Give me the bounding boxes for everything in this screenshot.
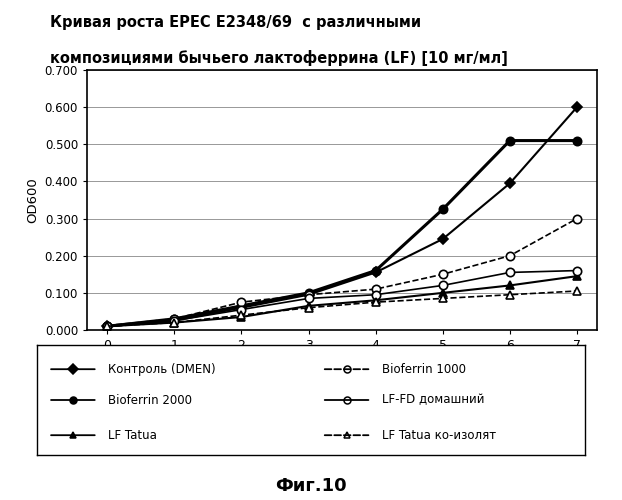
Text: Bioferrin 2000: Bioferrin 2000 [108,394,192,406]
X-axis label: Время (часы): Время (часы) [296,358,388,370]
Text: Bioferrin 1000: Bioferrin 1000 [382,362,466,376]
Text: Контроль (DMEN): Контроль (DMEN) [108,362,216,376]
Y-axis label: OD600: OD600 [26,177,39,223]
Text: LF Tatua: LF Tatua [108,428,157,442]
Text: Кривая роста EPEC E2348/69  с различными: Кривая роста EPEC E2348/69 с различными [50,15,421,30]
Text: композициями бычьего лактоферрина (LF) [10 мг/мл]: композициями бычьего лактоферрина (LF) [… [50,50,508,66]
Text: Фиг.10: Фиг.10 [275,477,347,495]
Text: LF Tatua ко-изолят: LF Tatua ко-изолят [382,428,496,442]
Text: LF-FD домашний: LF-FD домашний [382,394,485,406]
